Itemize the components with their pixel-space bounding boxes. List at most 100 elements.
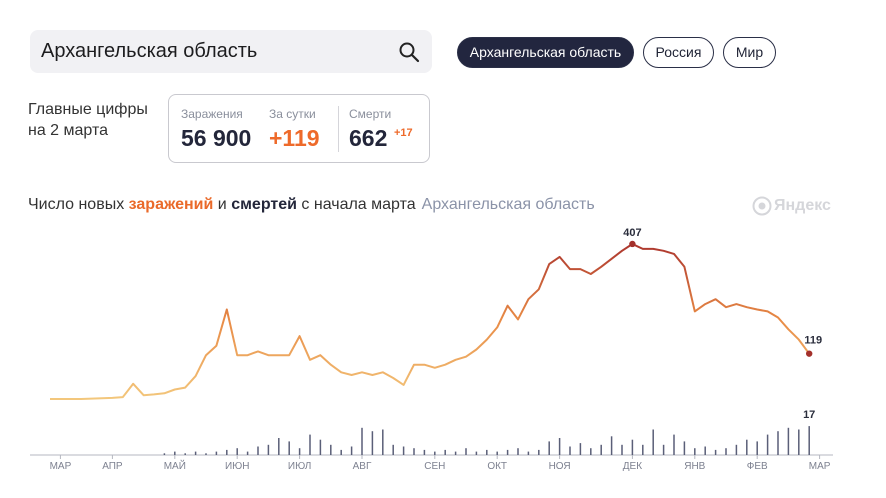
death-bar [496, 451, 498, 455]
stat-delta: +17 [394, 127, 413, 139]
death-bar [621, 444, 623, 455]
brand: Яндекс [774, 197, 831, 214]
x-tick-label: ОКТ [487, 461, 507, 472]
stat-label: Смерти [349, 107, 392, 121]
death-bar [174, 451, 176, 455]
death-bar [506, 449, 509, 455]
death-bar [798, 429, 800, 455]
death-bar [673, 434, 675, 455]
death-bar [382, 429, 384, 455]
search-icon[interactable] [398, 41, 420, 63]
heading-text: Число новых [28, 196, 125, 213]
death-bar [434, 451, 436, 455]
heading-text: и [217, 196, 227, 213]
death-bar [465, 448, 467, 455]
x-tick-label: ИЮЛ [288, 461, 311, 472]
death-bar [246, 451, 249, 455]
heading-region: Архангельская область [421, 196, 595, 213]
death-bar [527, 451, 530, 455]
point-label: 407 [623, 227, 641, 239]
death-bar [454, 451, 457, 455]
death-bar [350, 446, 353, 455]
death-bar [579, 443, 582, 455]
death-bar [298, 448, 301, 455]
x-tick-label: АПР [102, 461, 123, 472]
death-bar [205, 453, 207, 455]
death-bar [330, 444, 332, 455]
death-bar [486, 449, 488, 455]
x-tick-label: МАР [50, 461, 72, 472]
death-bar [808, 426, 810, 455]
x-tick-label: НОЯ [549, 461, 571, 472]
death-bar [746, 439, 748, 455]
death-bar [704, 446, 706, 455]
search-query: Архангельская область [41, 40, 258, 62]
death-bar [714, 449, 717, 455]
chart-heading: Число новых заражений и смертей с начала… [28, 196, 595, 214]
search-box[interactable]: Архангельская область [30, 30, 432, 73]
stats-box: Заражения 56 900 За сутки +119 Смерти 66… [168, 94, 430, 163]
death-bar [319, 439, 322, 455]
death-bar [600, 444, 602, 455]
x-tick-label: ДЕК [623, 461, 642, 472]
death-bar [226, 449, 228, 455]
stat-value: 56 900 [181, 125, 252, 151]
death-bar [267, 444, 270, 455]
death-bar [392, 444, 394, 455]
death-bar [517, 448, 519, 455]
point-label: 119 [804, 335, 822, 347]
death-bar [548, 441, 550, 455]
death-bar [194, 451, 197, 455]
x-tick-label: МАР [809, 461, 831, 472]
point-label: 17 [803, 409, 815, 421]
death-bar [777, 431, 779, 455]
death-bar [184, 453, 186, 455]
death-bar [288, 441, 290, 455]
death-bar [340, 449, 342, 455]
death-bar [475, 451, 478, 455]
death-bar [444, 449, 446, 455]
tab[interactable]: Мир [723, 37, 776, 68]
death-bar [683, 441, 686, 455]
death-bar [735, 444, 738, 455]
stat-label: За сутки [269, 107, 316, 121]
divider [338, 106, 339, 152]
chart: МАР АПР МАЙ ИЮН ИЮЛ АВГ СЕН ОКТ НОЯ ДЕК ЯНВ ФЕВ МАР 4… [30, 227, 833, 472]
death-bar [361, 427, 363, 455]
death-bar [278, 438, 280, 455]
death-bar [631, 439, 634, 455]
death-bar [558, 438, 561, 455]
tab[interactable]: Россия [643, 37, 714, 68]
tab[interactable]: Архангельская область [457, 37, 634, 68]
death-bar [590, 448, 592, 455]
death-bar [642, 444, 644, 455]
death-bar [694, 448, 696, 455]
stat-value: 662 [349, 125, 388, 151]
stat-value: +119 [269, 125, 320, 151]
death-bar [163, 453, 166, 455]
cases-line [50, 243, 811, 400]
death-bar [423, 449, 426, 455]
point-marker [806, 350, 813, 357]
summary-title: на 2 марта [28, 122, 109, 139]
death-bar [402, 446, 405, 455]
death-bar [215, 451, 218, 455]
death-bar [756, 441, 758, 455]
heading-cases: заражений [128, 196, 214, 213]
summary-title: Главные цифры [28, 101, 148, 118]
death-bar [766, 434, 769, 455]
x-tick-label: МАЙ [164, 459, 186, 472]
stat-label: Заражения [181, 107, 243, 121]
death-bar [309, 434, 311, 455]
heading-deaths: смертей [231, 196, 297, 213]
death-bar [371, 431, 374, 455]
death-bar [569, 446, 571, 455]
point-marker [629, 240, 636, 248]
death-bar [257, 446, 259, 455]
death-bar [662, 444, 665, 455]
death-bar [610, 436, 613, 455]
death-bar [538, 449, 540, 455]
brand-icon [752, 196, 772, 216]
x-tick-label: АВГ [353, 461, 372, 472]
heading-text: с начала марта [301, 196, 416, 213]
